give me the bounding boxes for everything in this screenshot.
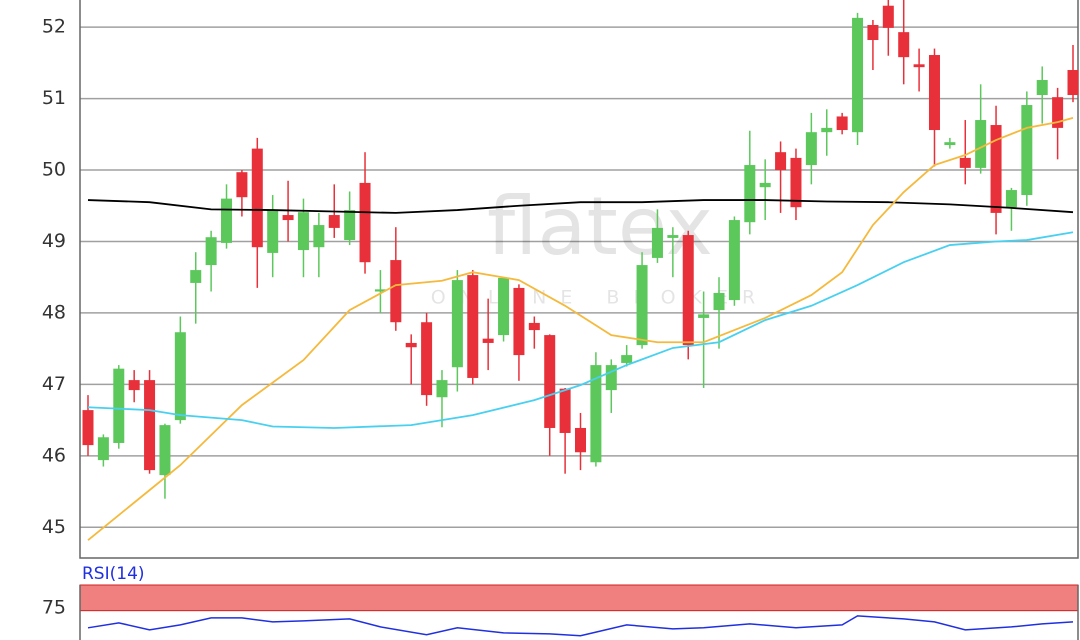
candle-body [513, 287, 525, 356]
watermark-subtitle: ONLINE BROKER [431, 287, 769, 309]
candle-body [728, 220, 740, 301]
candle-body [267, 210, 279, 253]
candle-body [775, 152, 787, 171]
candle-body [559, 388, 571, 433]
candle-body [544, 335, 556, 428]
candle-body [1036, 80, 1048, 96]
candle-body [498, 277, 510, 336]
candle-body [713, 292, 725, 311]
candle-body [436, 380, 448, 398]
candle-body [221, 198, 233, 243]
candle-body [605, 365, 617, 391]
y-tick-label: 49 [42, 230, 66, 252]
moving-average-line [87, 231, 1074, 429]
candle-body [374, 289, 386, 292]
candle-body [882, 5, 894, 28]
candle-body [975, 120, 987, 168]
moving-average-line [87, 117, 1074, 541]
candle-body [82, 410, 94, 446]
candle-body [944, 142, 956, 146]
indicator-line [87, 615, 1074, 637]
candle-body [390, 260, 402, 323]
candle-body [97, 437, 109, 461]
candle-body [236, 172, 248, 198]
watermark-title: flatex [487, 180, 713, 273]
candle-body [328, 215, 340, 228]
candle-body [113, 368, 125, 443]
candle-body [313, 225, 325, 248]
candle-body [959, 157, 971, 168]
candle-body [898, 32, 910, 58]
candle-body [421, 322, 433, 396]
y-tick-label: 52 [42, 16, 66, 38]
candle-body [867, 25, 879, 41]
candle-body [282, 215, 294, 221]
candle-body [790, 157, 802, 208]
candle-body [913, 64, 925, 68]
candle-body [344, 210, 356, 241]
candle-body [636, 265, 648, 346]
indicator-label: RSI(14) [82, 564, 145, 584]
candle-body [651, 227, 663, 258]
y-tick-label: 51 [42, 87, 66, 109]
y-tick-label: 45 [42, 516, 66, 538]
candle-body [1052, 97, 1064, 128]
candle-body [144, 380, 156, 471]
candle-body [482, 338, 494, 343]
moving-average-line [87, 199, 1074, 214]
candle-body [990, 125, 1002, 213]
candle-body [621, 355, 633, 363]
indicator-band [79, 584, 1079, 612]
y-tick-label: 50 [42, 159, 66, 181]
candle-body [297, 212, 309, 251]
candle-body [1021, 105, 1033, 196]
candle-body [251, 148, 263, 248]
candle-body [852, 17, 864, 133]
candle-body [805, 132, 817, 166]
candle-body [405, 342, 417, 348]
y-tick-label: 48 [42, 301, 66, 323]
candle-body [467, 275, 479, 378]
y-tick-label: 75 [42, 596, 66, 618]
candle-body [590, 365, 602, 463]
candle-body [451, 280, 463, 368]
candle-body [359, 182, 371, 263]
candle-body [575, 427, 586, 453]
candle-body [836, 116, 848, 131]
candle-body [744, 165, 756, 223]
candle-body [205, 237, 217, 266]
candle-body [698, 314, 710, 318]
candle-body [667, 235, 679, 238]
candle-body [190, 270, 202, 283]
y-tick-label: 47 [42, 373, 66, 395]
candle-body [128, 380, 140, 391]
candle-body [528, 322, 540, 331]
candle-body [159, 425, 171, 476]
candle-body [928, 55, 940, 131]
candle-body [1005, 190, 1017, 208]
plot-frame [79, 0, 1079, 559]
candle-body [682, 235, 694, 346]
candle-body [759, 182, 771, 188]
y-tick-label: 46 [42, 444, 66, 466]
candle-body [821, 127, 833, 133]
candle-body [1067, 70, 1079, 96]
candle-body [174, 332, 186, 421]
